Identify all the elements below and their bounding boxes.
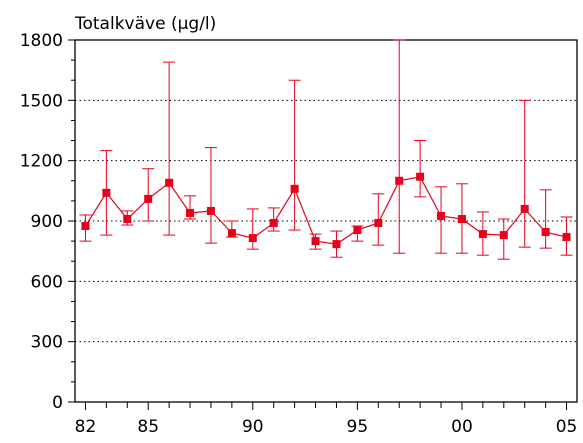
y-tick-label: 0 xyxy=(52,393,63,413)
data-point xyxy=(416,172,425,181)
data-point xyxy=(206,206,215,215)
y-tick-label: 900 xyxy=(31,212,63,232)
data-point xyxy=(374,219,383,228)
data-point xyxy=(562,233,571,242)
x-tick-label: 85 xyxy=(137,417,159,437)
y-tick-label: 300 xyxy=(31,333,63,353)
data-point xyxy=(457,214,466,223)
data-point xyxy=(520,204,529,213)
data-point xyxy=(478,230,487,239)
x-tick-label: 95 xyxy=(347,417,369,437)
data-point xyxy=(269,219,278,228)
y-axis-ticks: 0 300 600 900 1200 1500 1800 xyxy=(20,31,75,413)
data-point xyxy=(123,214,132,223)
y-tick-label: 600 xyxy=(31,272,63,292)
data-point xyxy=(165,178,174,187)
series xyxy=(84,176,567,245)
data-point xyxy=(332,240,341,249)
x-tick-label: 05 xyxy=(556,417,578,437)
data-point xyxy=(144,194,153,203)
chart-title: Totalkväve (µg/l) xyxy=(74,14,216,34)
x-axis-ticks: 82 85 90 95 00 05 xyxy=(75,402,578,437)
data-point xyxy=(395,176,404,185)
series-line xyxy=(84,176,567,245)
y-tick-label: 1500 xyxy=(20,91,63,111)
data-point xyxy=(311,237,320,246)
data-point xyxy=(290,184,299,193)
x-tick-label: 82 xyxy=(75,417,97,437)
data-point xyxy=(353,226,362,235)
data-point xyxy=(437,211,446,220)
data-point xyxy=(102,188,111,197)
data-points xyxy=(81,172,571,249)
x-tick-label: 90 xyxy=(242,417,264,437)
data-point xyxy=(248,234,257,243)
data-point xyxy=(499,231,508,240)
y-tick-label: 1200 xyxy=(20,152,63,172)
data-point xyxy=(541,228,550,237)
data-point xyxy=(227,229,236,238)
y-tick-label: 1800 xyxy=(20,31,63,51)
x-tick-label: 00 xyxy=(451,417,473,437)
data-point xyxy=(186,208,195,217)
error-bars xyxy=(79,39,573,260)
data-point xyxy=(81,222,90,231)
